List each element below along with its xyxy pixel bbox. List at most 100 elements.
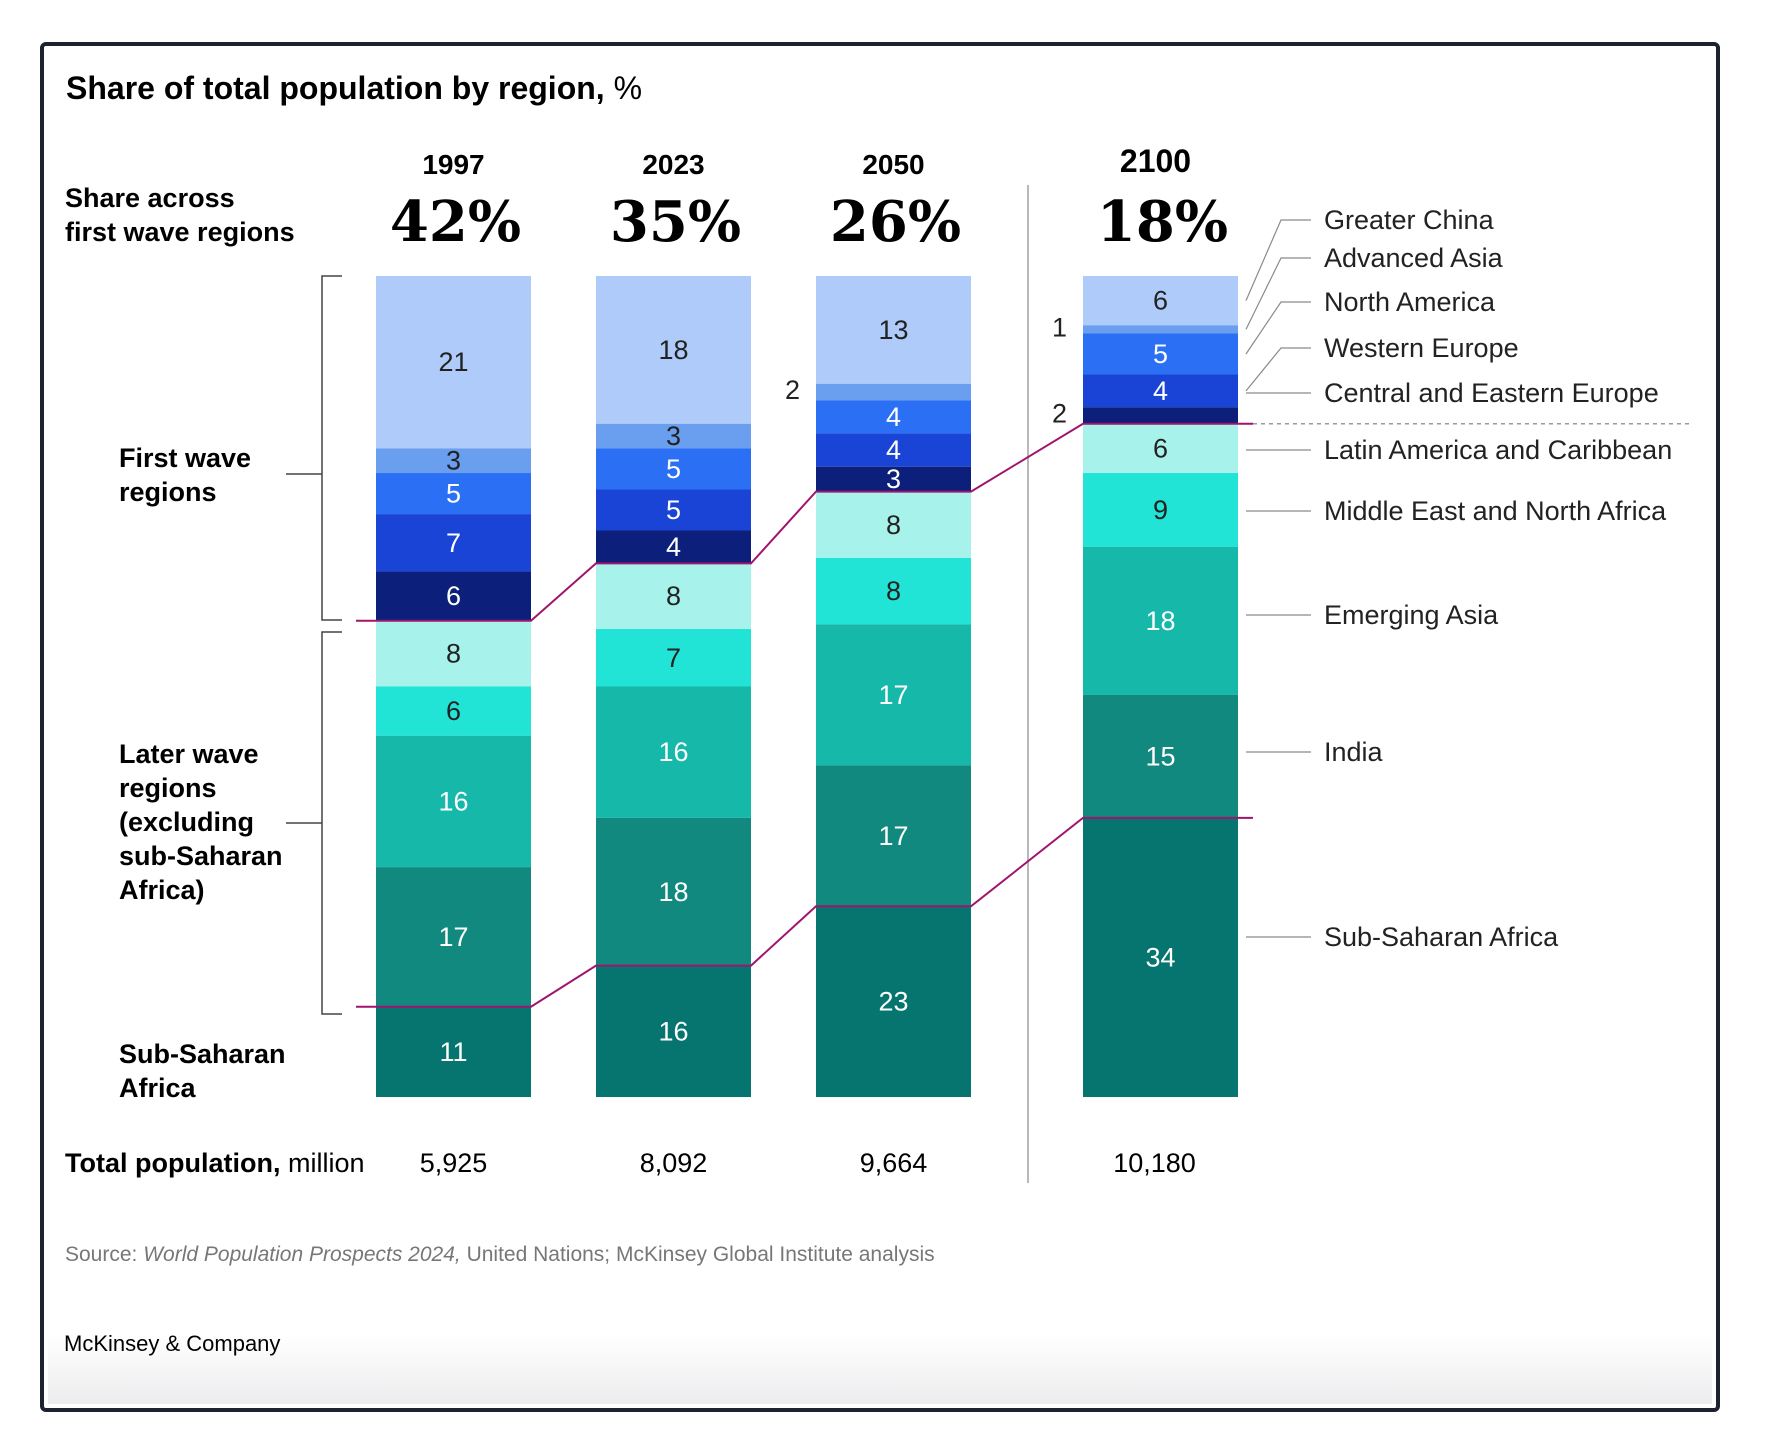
legend-leader-advanced-asia	[1245, 257, 1311, 330]
value-label-2050-western-europe: 4	[886, 435, 901, 465]
value-label-2100-western-europe: 4	[1153, 376, 1168, 406]
value-label-2050-india: 17	[878, 821, 908, 851]
total-population-label: Total population, million	[65, 1148, 365, 1178]
bar-2100-india	[1083, 694, 1238, 818]
value-label-2023-central-and-eastern-europe: 4	[666, 532, 681, 562]
value-label-2050-central-and-eastern-europe: 3	[886, 464, 901, 494]
value-label-1997-greater-china: 21	[438, 347, 468, 377]
chart-title: Share of total population by region, %	[66, 70, 642, 106]
legend-label-latin-america-and-caribbean: Latin America and Caribbean	[1324, 435, 1672, 465]
bar-2023-india	[596, 817, 751, 966]
bar-2050-north-america	[816, 400, 971, 434]
value-label-2023-greater-china: 18	[658, 335, 688, 365]
first-wave-share-1997: 42%	[390, 189, 521, 255]
first-wave-label-line2: regions	[119, 477, 217, 507]
ssa-boundary-line	[356, 816, 1253, 1008]
total-population-2100: 10,180	[1113, 1148, 1196, 1178]
bar-2100-sub-saharan-africa	[1083, 817, 1238, 1097]
value-label-2023-western-europe: 5	[666, 495, 681, 525]
share-label-line1: Share across	[65, 183, 235, 213]
bar-1997-latin-america-and-caribbean	[376, 620, 531, 687]
later-wave-label-line4: sub-Saharan	[119, 841, 283, 871]
legend-label-emerging-asia: Emerging Asia	[1324, 600, 1499, 630]
value-label-2023-india: 18	[658, 877, 688, 907]
later-wave-label-line3: (excluding	[119, 807, 254, 837]
bar-1997-advanced-asia	[376, 448, 531, 474]
first-wave-boundary-line	[356, 422, 1253, 622]
value-label-2100-latin-america-and-caribbean: 6	[1153, 433, 1168, 463]
legend-leader-western-europe	[1245, 347, 1311, 392]
legend-label-north-america: North America	[1324, 287, 1496, 317]
legend-label-western-europe: Western Europe	[1324, 333, 1519, 363]
bar-2023-latin-america-and-caribbean	[596, 563, 751, 630]
legend-label-advanced-asia: Advanced Asia	[1324, 243, 1504, 273]
value-label-1997-emerging-asia: 16	[438, 786, 468, 816]
value-label-1997-central-and-eastern-europe: 6	[446, 581, 461, 611]
source-note: Source: World Population Prospects 2024,…	[65, 1243, 935, 1266]
value-label-2050-sub-saharan-africa: 23	[878, 987, 908, 1017]
value-label-2100-sub-saharan-africa: 34	[1145, 942, 1175, 972]
bar-2023-sub-saharan-africa	[596, 965, 751, 1097]
share-label-line2: first wave regions	[65, 217, 295, 247]
value-label-2100-north-america: 5	[1153, 339, 1168, 369]
value-label-1997-sub-saharan-africa: 11	[439, 1037, 467, 1067]
value-label-2100-emerging-asia: 18	[1145, 606, 1175, 636]
value-label-1997-latin-america-and-caribbean: 8	[446, 639, 461, 669]
bar-1997-emerging-asia	[376, 735, 531, 868]
bar-2050-greater-china	[816, 276, 971, 384]
value-label-1997-north-america: 5	[446, 479, 461, 509]
value-label-1997-advanced-asia: 3	[446, 446, 461, 476]
legend-label-central-and-eastern-europe: Central and Eastern Europe	[1324, 378, 1659, 408]
total-population-2050: 9,664	[860, 1148, 928, 1178]
first-wave-share-2023: 35%	[610, 189, 741, 255]
bar-2023-central-and-eastern-europe	[596, 530, 751, 564]
value-label-2050-north-america: 4	[886, 402, 901, 432]
first-wave-label-line1: First wave	[119, 443, 251, 473]
legend-leader-north-america	[1245, 301, 1311, 355]
legend-layer: Greater China Advanced Asia North America W…	[1245, 205, 1690, 952]
first-wave-share-2050: 26%	[830, 189, 961, 255]
bar-2050-sub-saharan-africa	[816, 906, 971, 1097]
total-population-2023: 8,092	[640, 1148, 708, 1178]
bar-1997-greater-china	[376, 276, 531, 449]
year-label-2050: 2050	[862, 149, 924, 180]
bar-2050-latin-america-and-caribbean	[816, 491, 971, 558]
value-label-2100-india: 15	[1145, 741, 1175, 771]
ssa-label-line2: Africa	[119, 1073, 197, 1103]
bar-2050-advanced-asia	[816, 383, 971, 401]
chart-card	[40, 42, 1720, 1412]
bar-2100-latin-america-and-caribbean	[1083, 423, 1238, 474]
value-label-2023-latin-america-and-caribbean: 8	[666, 581, 681, 611]
bar-2050-india	[816, 765, 971, 907]
bar-2100-greater-china	[1083, 276, 1238, 326]
brand-logo-text: McKinsey & Company	[64, 1331, 280, 1356]
bar-1997-north-america	[376, 473, 531, 515]
value-label-2050-middle-east-and-north-africa: 8	[886, 576, 901, 606]
value-label-2100-middle-east-and-north-africa: 9	[1153, 495, 1168, 525]
labels-layer: 199742%5,92521357686161711202335%8,09218…	[390, 143, 1228, 1178]
year-label-2023: 2023	[642, 149, 704, 180]
bar-2100-western-europe	[1083, 374, 1238, 408]
bar-2023-greater-china	[596, 276, 751, 424]
value-label-2050-advanced-asia: 2	[785, 375, 800, 405]
first-wave-bracket	[321, 275, 342, 621]
bar-1997-india	[376, 867, 531, 1007]
bar-1997-sub-saharan-africa	[376, 1006, 531, 1097]
value-label-1997-middle-east-and-north-africa: 6	[446, 696, 461, 726]
bar-2023-middle-east-and-north-africa	[596, 629, 751, 687]
value-label-2050-emerging-asia: 17	[878, 680, 908, 710]
bar-2050-central-and-eastern-europe	[816, 466, 971, 492]
value-label-1997-western-europe: 7	[446, 528, 461, 558]
legend-label-middle-east-and-north-africa: Middle East and North Africa	[1324, 496, 1667, 526]
bar-2100-north-america	[1083, 333, 1238, 375]
bar-1997-western-europe	[376, 514, 531, 572]
bar-1997-central-and-eastern-europe	[376, 571, 531, 621]
bar-1997-middle-east-and-north-africa	[376, 686, 531, 736]
value-label-2023-advanced-asia: 3	[666, 421, 681, 451]
bars-layer	[376, 276, 1238, 1097]
value-label-2100-central-and-eastern-europe: 2	[1052, 399, 1067, 429]
year-label-2100: 2100	[1120, 143, 1191, 179]
later-wave-label-line2: regions	[119, 773, 217, 803]
value-label-2100-greater-china: 6	[1153, 286, 1168, 316]
